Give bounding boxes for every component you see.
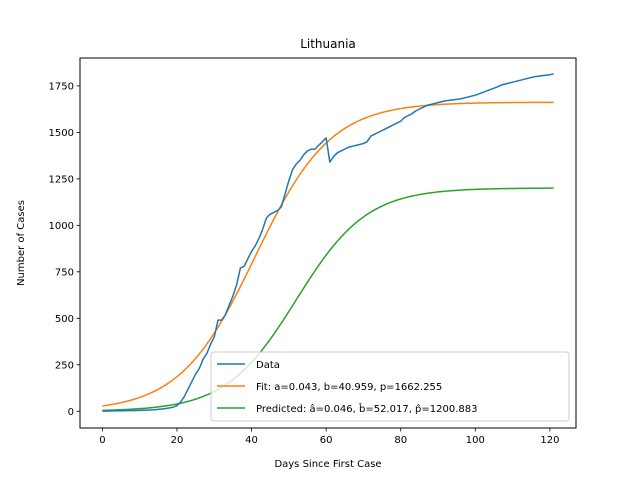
y-tick-label: 250: [55, 360, 74, 371]
x-tick-label: 40: [245, 435, 258, 446]
x-axis-label: Days Since First Case: [274, 459, 381, 470]
y-tick-label: 500: [55, 314, 74, 325]
x-tick-label: 20: [171, 435, 184, 446]
x-tick-label: 120: [540, 435, 559, 446]
x-tick-label: 0: [99, 435, 105, 446]
y-tick-label: 1000: [49, 221, 74, 232]
x-tick-label: 100: [466, 435, 485, 446]
y-tick-label: 1500: [49, 128, 74, 139]
legend-label-predicted: Predicted: â=0.046, b̂=52.017, p̂=1200.8…: [256, 402, 478, 415]
chart-title: Lithuania: [300, 37, 356, 51]
x-tick-label: 60: [320, 435, 333, 446]
legend-label-data: Data: [256, 360, 280, 371]
y-tick-label: 0: [68, 407, 74, 418]
y-tick-label: 750: [55, 267, 74, 278]
legend-label-fit: Fit: a=0.043, b=40.959, p=1662.255: [256, 382, 442, 393]
y-tick-label: 1750: [49, 81, 74, 92]
y-axis-label: Number of Cases: [16, 200, 27, 286]
legend: Data Fit: a=0.043, b=40.959, p=1662.255 …: [211, 352, 569, 421]
x-tick-label: 80: [394, 435, 407, 446]
y-tick-label: 1250: [49, 174, 74, 185]
